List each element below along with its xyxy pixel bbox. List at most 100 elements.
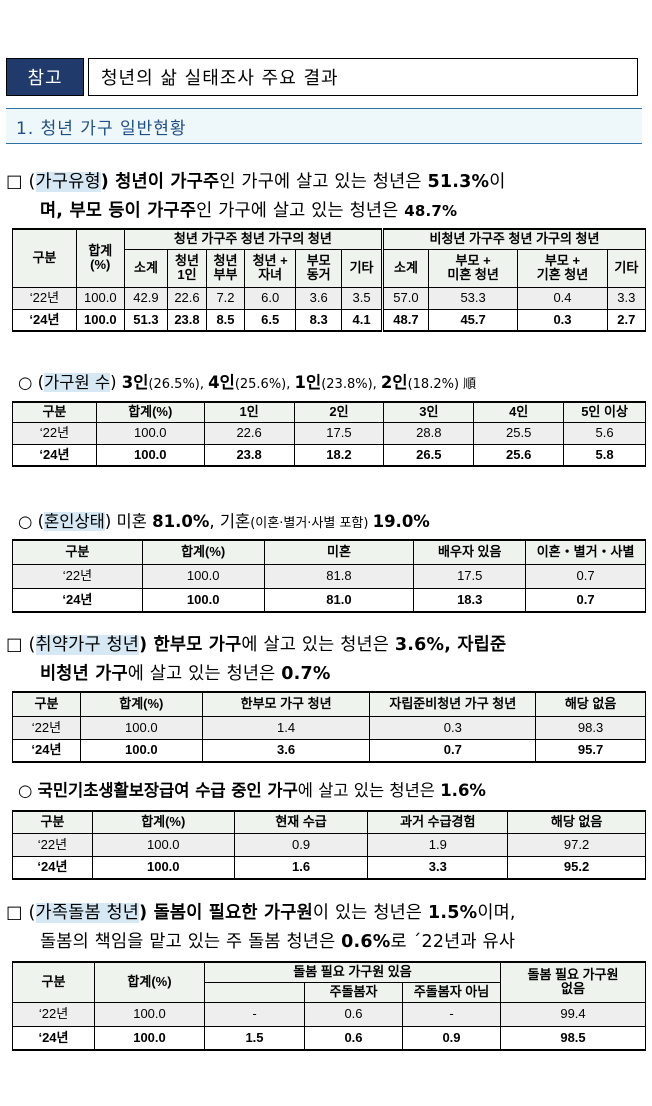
table-cell: 98.5 [500,1025,646,1051]
stat-value: 0.7% [281,664,331,684]
table-cell: 8.5 [205,308,246,332]
bullet-square: □ [6,172,23,192]
table-column-header: 구분 [12,691,81,717]
table-column-header: 자립준비청년 가구 청년 [369,691,537,717]
paragraph-vulnerable-household-line2: 비청년 가구에 살고 있는 청년은 0.7% [40,660,331,689]
header-care-needed: 돌봄 필요 가구원 있음 [204,961,501,983]
header-gubun: 구분 [12,961,95,1003]
table-column-header: 미혼 [263,539,415,565]
bullet-square: □ [6,635,23,655]
text: ) 미혼 [104,512,153,531]
text: 2인 [380,373,408,392]
table-column-header: 한부모 가구 청년 [201,691,371,717]
row-label: ‘22년 [12,832,93,857]
household-size-table: 구분 합계(%) 1인 2인 3인 4인 5인 이상 ‘22년 100.0 22.6 17.5 28… [12,401,646,467]
table-cell: 8.3 [295,308,343,332]
text: ( [37,512,45,531]
table-cell: 57.0 [380,286,429,310]
table-cell: 0.9 [233,832,369,857]
household-type-table: 구분 합계 (%) 청년 가구주 청년 가구의 청년 비청년 가구주 청년 가구… [12,228,647,332]
table-column-header: 합계(%) [91,810,235,834]
table-cell: 7.2 [205,286,246,310]
bullet-square: □ [6,903,23,923]
table-cell: 81.0 [263,587,415,613]
table-cell: 2.7 [606,308,647,332]
table-column-header: 합계(%) [95,401,205,423]
table-cell: 100.0 [79,738,203,763]
table-column-header: 이혼・별거・사별 [525,539,646,565]
table-cell: 17.5 [293,421,385,445]
text: (18.2%) 順 [407,377,477,392]
table-row: ‘22년 100.0 81.8 17.5 0.7 [12,563,646,589]
stat-value: 1.6% [440,781,486,800]
table-column-header: 4인 [473,401,565,423]
stat-value: 81.0% [152,512,210,531]
table-cell: - [402,1001,501,1027]
text: 에 살고 있는 청년은 [127,664,282,684]
table-cell: 100.0 [141,563,265,589]
table-cell: 18.2 [293,443,385,467]
table-column-header: 과거 수급경험 [367,810,509,834]
text: ) 청년이 가구주 [100,172,220,192]
table-cell: 0.7 [525,587,646,613]
paragraph-family-care-line2: 돌봄의 책임을 맡고 있는 주 돌봄 청년은 0.6%로 ´22년과 유사 [40,928,515,957]
table-cell: 100.0 [79,715,203,740]
table-cell: 100.0 [94,1025,205,1051]
stat-value: 19.0% [372,512,430,531]
text: ( [28,172,36,192]
text: (23.8%), [321,377,381,392]
text: 국민기초생활보장급여 수급 중인 가구 [37,781,298,800]
table-column-header: 청년 + 자녀 [244,248,297,288]
text: 이 [489,172,506,192]
table-cell: 22.6 [167,286,207,310]
table-cell: 0.7 [369,738,537,763]
table-cell: 23.8 [167,308,207,332]
paragraph-household-type: □ (가구유형) 청년이 가구주인 가구에 살고 있는 청년은 51.3%이 [6,168,506,197]
row-label: ‘22년 [12,1001,95,1027]
table-column-header: 합계(%) [79,691,203,717]
reference-label: 참고 [6,58,84,96]
table-cell: 17.5 [413,563,527,589]
marital-status-table: 구분 합계(%) 미혼 배우자 있음 이혼・별거・사별 ‘22년 100.0 81.8 17.… [12,539,646,613]
table-cell: 100.0 [75,308,125,332]
table-column-header: 소계 [380,248,429,288]
header-gubun: 구분 [12,228,77,288]
stat-value: 0.6% [341,932,391,952]
text: 로 ´22년과 유사 [390,932,516,952]
table-cell: 0.9 [402,1025,501,1051]
table-row: ‘24년 100.0 1.5 0.6 0.9 98.5 [12,1025,646,1051]
text: (26.5%), [148,377,209,392]
text: 비청년 가구 [40,664,128,684]
table-cell: 97.2 [507,832,646,857]
header-group-youth-head: 청년 가구주 청년 가구의 청년 [123,228,383,250]
header-not-main-caregiver: 주돌봄자 아님 [402,981,501,1003]
table-cell: 6.0 [244,286,297,310]
text: (25.6%), [234,377,295,392]
table-column-header: 청년 1인 [167,248,207,288]
text: 에 살고 있는 청년은 [241,635,395,655]
table-column-header: 배우자 있음 [413,539,527,565]
bullet-circle: ○ [18,781,33,800]
text: 1인 [294,373,322,392]
table-cell: 100.0 [94,1001,205,1027]
highlight-keyword: 가구원 수 [44,373,111,392]
text: 인 가구에 살고 있는 청년은 [219,172,428,192]
text: 이며, [477,903,516,923]
stat-value: 48.7% [404,202,458,220]
table-cell: - [204,1001,305,1027]
row-label: ‘22년 [12,715,81,740]
row-label: ‘24년 [12,1025,95,1051]
table-row: ‘24년 100.0 3.6 0.7 95.7 [12,738,646,763]
table-column-header: 5인 이상 [563,401,646,423]
highlight-keyword: 취약가구 청년 [35,635,140,655]
text: ) 돌봄이 필요한 가구원 [139,903,313,923]
paragraph-household-type-line2: 며, 부모 등이 가구주인 가구에 살고 있는 청년은 48.7% [40,197,457,226]
table-column-header: 구분 [12,401,97,423]
row-label: ‘24년 [12,855,93,880]
table-column-header: 부모 동거 [295,248,343,288]
header-no-care-needed: 돌봄 필요 가구원 없음 [500,961,646,1003]
table-cell: 100.0 [141,587,265,613]
table-column-header: 기타 [341,248,383,288]
table-column-header: 1인 [203,401,295,423]
table-row: ‘22년 100.0 0.9 1.9 97.2 [12,832,646,857]
